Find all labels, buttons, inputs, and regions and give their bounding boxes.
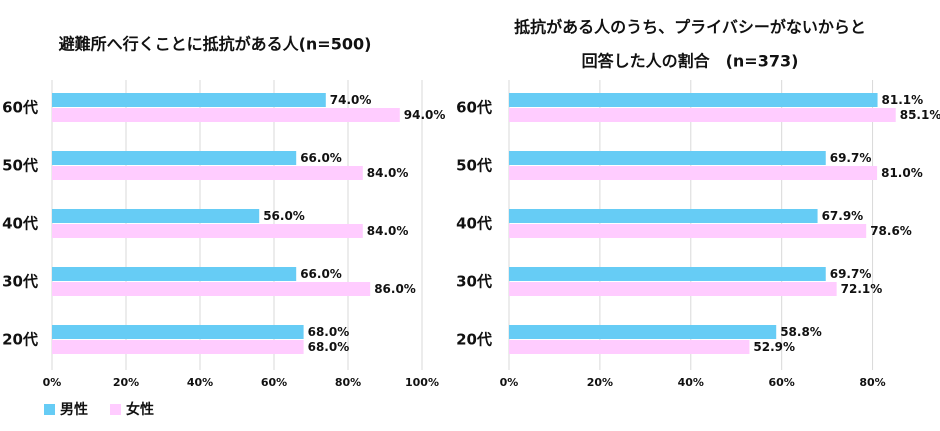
bar [509,93,878,107]
value-label: 66.0% [300,267,342,281]
value-label: 74.0% [330,93,372,107]
value-label: 84.0% [367,224,409,238]
bar [509,340,750,354]
legend-swatch [110,404,121,415]
chart-title: 回答した人の割合 (n=373) [582,52,799,71]
bar [509,224,867,238]
y-tick-label: 30代 [456,273,492,291]
value-label: 69.7% [830,267,872,281]
value-label: 69.7% [830,151,872,165]
y-tick-label: 50代 [2,157,38,175]
x-tick-label: 0% [43,376,62,389]
value-label: 58.8% [780,325,822,339]
bar [52,166,363,180]
value-label: 66.0% [300,151,342,165]
bar [52,267,297,281]
bar [52,340,304,354]
bar [52,209,260,223]
chart-title: 避難所へ行くことに抵抗がある人(n=500) [59,35,372,54]
value-label: 68.0% [308,340,350,354]
bar [509,325,777,339]
bar [509,166,878,180]
legend-label: 男性 [60,401,88,418]
bar [509,108,896,122]
x-tick-label: 0% [500,376,519,389]
value-label: 81.1% [882,93,924,107]
value-label: 85.1% [900,108,940,122]
value-label: 94.0% [404,108,446,122]
bar [509,267,826,281]
x-tick-label: 60% [261,376,287,389]
bar [52,325,304,339]
y-tick-label: 30代 [2,273,38,291]
x-tick-label: 40% [678,376,704,389]
bar [52,93,326,107]
y-tick-label: 40代 [2,215,38,233]
value-label: 86.0% [374,282,416,296]
x-tick-label: 60% [768,376,794,389]
y-tick-label: 60代 [2,99,38,117]
value-label: 68.0% [308,325,350,339]
bar [509,209,818,223]
y-tick-label: 50代 [456,157,492,175]
x-tick-label: 20% [113,376,139,389]
x-tick-label: 40% [187,376,213,389]
x-tick-label: 80% [859,376,885,389]
bar [52,282,371,296]
y-tick-label: 60代 [456,99,492,117]
bar [509,282,837,296]
bar [509,151,826,165]
bar [52,151,297,165]
value-label: 72.1% [841,282,883,296]
value-label: 84.0% [367,166,409,180]
y-tick-label: 20代 [456,331,492,349]
value-label: 81.0% [881,166,923,180]
legend-swatch [44,404,55,415]
chart-title: 抵抗がある人のうち、プライバシーがないからと [514,18,866,37]
y-tick-label: 40代 [456,215,492,233]
legend-label: 女性 [126,401,154,418]
y-tick-label: 20代 [2,331,38,349]
value-label: 67.9% [822,209,864,223]
bar [52,108,400,122]
value-label: 52.9% [753,340,795,354]
value-label: 56.0% [263,209,305,223]
x-tick-label: 80% [335,376,361,389]
bar [52,224,363,238]
x-tick-label: 20% [587,376,613,389]
value-label: 78.6% [870,224,912,238]
x-tick-label: 100% [405,376,439,389]
